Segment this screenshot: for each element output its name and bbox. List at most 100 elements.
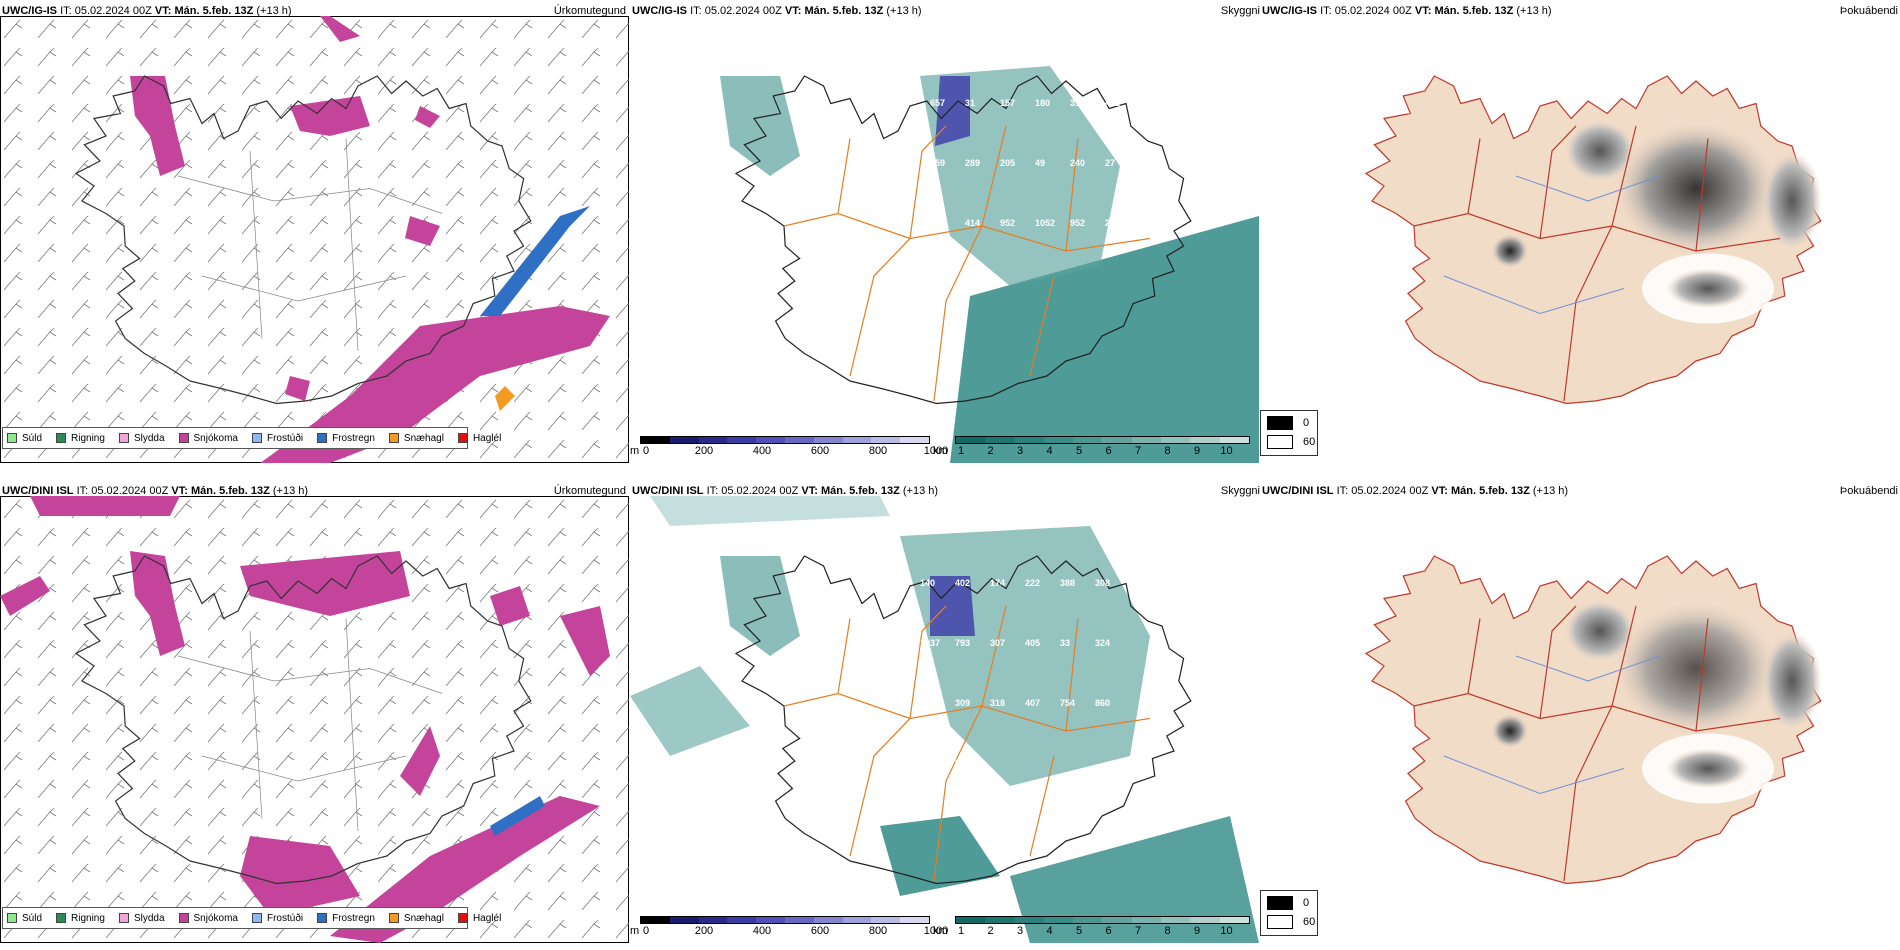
legend-item: Rigning — [56, 433, 105, 444]
visibility-value-label: 574 — [930, 218, 945, 228]
panel-title: UWC/DINI ISL IT: 05.02.2024 00Z VT: Mán.… — [1262, 485, 1569, 497]
visibility-value-label: 318 — [990, 698, 1005, 708]
fog-legend: 0 60 — [1260, 890, 1318, 936]
visibility-value-label: 31 — [965, 98, 975, 108]
visibility-value-label: 37 — [920, 698, 930, 708]
legend-swatch — [56, 913, 67, 923]
visibility-value-label: 432 — [1105, 98, 1120, 108]
cloud-base-colorbar: m 0 200 400 600 800 1000 — [630, 916, 948, 942]
visibility-value-label: 969 — [955, 758, 970, 768]
visibility-value-label: 49 — [1035, 158, 1045, 168]
legend-swatch — [317, 913, 328, 923]
visibility-value-label: 174 — [990, 578, 1005, 588]
panel-title: UWC/IG-IS IT: 05.02.2024 00Z VT: Mán. 5.… — [632, 5, 922, 17]
visibility-map: 657 31 157 180 318 432 259 289 205 49 240 27 574 414 9… — [720, 66, 1259, 463]
legend-swatch — [7, 433, 17, 443]
legend-swatch — [251, 433, 262, 443]
visibility-value-label: 324 — [1095, 638, 1110, 648]
visibility-value-label: 271 — [1105, 218, 1120, 228]
visibility-value-label: 33 — [1060, 638, 1070, 648]
legend-item: Súld — [7, 433, 42, 444]
legend-swatch — [118, 913, 129, 923]
visibility-value-label: 405 — [1025, 638, 1040, 648]
legend-swatch — [178, 433, 189, 443]
precip-type-map — [0, 16, 629, 463]
panel-fog-index: UWC/IG-IS IT: 05.02.2024 00Z VT: Mán. 5.… — [1260, 0, 1898, 465]
visibility-value-label: 793 — [955, 638, 970, 648]
legend-item: Frostregn — [317, 913, 375, 924]
legend-item: Rigning — [56, 913, 105, 924]
panel-title: UWC/IG-IS IT: 05.02.2024 00Z VT: Mán. 5.… — [2, 5, 292, 17]
fog-index-map — [1365, 555, 1822, 885]
legend-swatch — [7, 913, 17, 923]
legend-item: Frostregn — [317, 433, 375, 444]
legend-swatch — [388, 913, 399, 923]
visibility-value-label: 1052 — [1035, 218, 1055, 228]
legend-swatch — [317, 433, 328, 443]
visibility-value-label: 1937 — [920, 638, 940, 648]
fog-legend-swatch — [1267, 416, 1293, 430]
legend-swatch — [178, 913, 189, 923]
legend-swatch — [457, 913, 468, 923]
legend-item: Haglél — [457, 913, 501, 924]
panel-type-label: Úrkomutegund — [553, 485, 626, 497]
visibility-value-label: 309 — [955, 698, 970, 708]
cloud-base-colorbar: m 0 200 400 600 800 1000 — [630, 436, 948, 462]
visibility-value-label: 414 — [965, 218, 980, 228]
precip-legend: Súld Rigning Slydda Snjókoma Frostúði Fr… — [2, 427, 501, 449]
visibility-value-label: 222 — [1025, 578, 1040, 588]
legend-item: Frostúði — [251, 433, 303, 444]
legend-item: Haglél — [457, 433, 501, 444]
legend-item: Snjókoma — [178, 913, 238, 924]
legend-item: Slydda — [118, 433, 165, 444]
visibility-value-label: 388 — [1060, 578, 1075, 588]
panel-visibility: UWC/IG-IS IT: 05.02.2024 00Z VT: Mán. 5.… — [630, 0, 1318, 465]
panel-title: UWC/DINI ISL IT: 05.02.2024 00Z VT: Mán.… — [2, 485, 309, 497]
panel-type-label: Skyggni — [1220, 485, 1260, 497]
visibility-value-label: 259 — [930, 158, 945, 168]
legend-item: Súld — [7, 913, 42, 924]
legend-item: Snæhagl — [388, 913, 444, 924]
visibility-value-label: 240 — [1070, 158, 1085, 168]
visibility-value-label: 952 — [1000, 218, 1015, 228]
legend-item: Snjókoma — [178, 433, 238, 444]
fog-legend-swatch — [1267, 915, 1293, 929]
legend-swatch — [118, 433, 129, 443]
legend-swatch — [251, 913, 262, 923]
precip-legend: Súld Rigning Slydda Snjókoma Frostúði Fr… — [2, 907, 501, 929]
fog-legend-swatch — [1267, 435, 1293, 449]
panel-fog-index: UWC/DINI ISL IT: 05.02.2024 00Z VT: Mán.… — [1260, 480, 1898, 945]
visibility-value-label: 289 — [965, 158, 980, 168]
visibility-value-label: 657 — [930, 98, 945, 108]
panel-visibility: UWC/DINI ISL IT: 05.02.2024 00Z VT: Mán.… — [630, 480, 1318, 945]
fog-index-map — [1365, 75, 1822, 405]
visibility-value-label: 157 — [1000, 98, 1015, 108]
visibility-value-label: 318 — [1070, 98, 1085, 108]
visibility-value-label: 407 — [1025, 698, 1040, 708]
legend-swatch — [457, 433, 468, 443]
precip-type-map — [0, 496, 629, 943]
visibility-value-label: 754 — [1060, 698, 1075, 708]
visibility-value-label: 205 — [1000, 158, 1015, 168]
visibility-value-label: 308 — [1095, 578, 1110, 588]
panel-type-label: Þokuábendi — [1839, 5, 1898, 17]
fog-legend-swatch — [1267, 896, 1293, 910]
visibility-value-label: 27 — [1105, 158, 1115, 168]
visibility-colorbar: km 1 2 3 4 5 6 7 8 9 10 — [933, 436, 1255, 462]
legend-item: Slydda — [118, 913, 165, 924]
visibility-value-label: 950 — [920, 758, 935, 768]
visibility-value-label: 140 — [920, 578, 935, 588]
visibility-value-label: 860 — [1095, 698, 1110, 708]
panel-title: UWC/DINI ISL IT: 05.02.2024 00Z VT: Mán.… — [632, 485, 939, 497]
fog-legend: 0 60 — [1260, 410, 1318, 456]
visibility-value-label: 952 — [1070, 218, 1085, 228]
legend-swatch — [56, 433, 67, 443]
visibility-map: 140 402 174 222 388 308 1937 793 307 405 33 324 37 30… — [630, 496, 1259, 943]
panel-type-label: Skyggni — [1220, 5, 1260, 17]
legend-item: Snæhagl — [388, 433, 444, 444]
panel-type-label: Þokuábendi — [1839, 485, 1898, 497]
visibility-value-label: 307 — [990, 638, 1005, 648]
panel-precip-type: UWC/DINI ISL IT: 05.02.2024 00Z VT: Mán.… — [0, 480, 630, 945]
legend-swatch — [388, 433, 399, 443]
legend-item: Frostúði — [251, 913, 303, 924]
